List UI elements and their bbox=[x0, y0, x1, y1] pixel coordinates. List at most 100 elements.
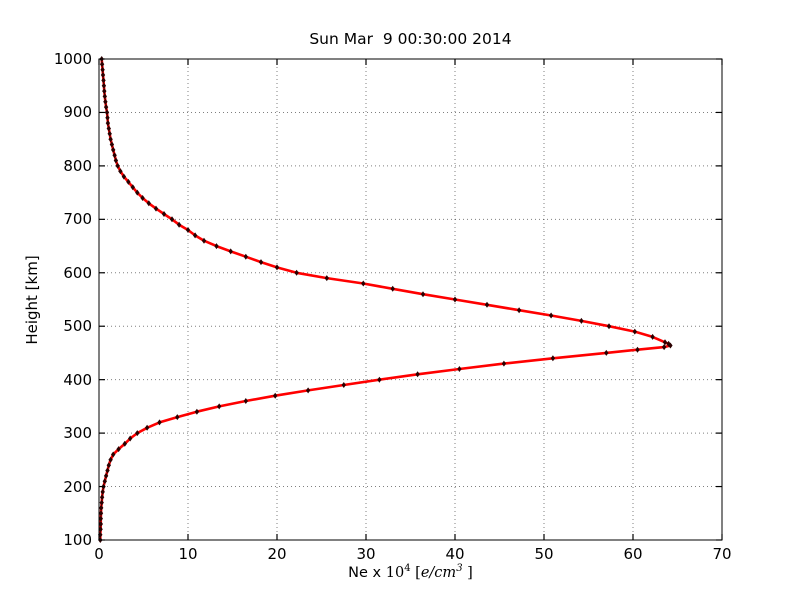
y-tick-label: 100 bbox=[63, 531, 92, 549]
x-label-power-base: 10 bbox=[385, 564, 405, 581]
data-marker bbox=[109, 141, 115, 148]
data-marker bbox=[111, 146, 116, 153]
data-marker bbox=[501, 360, 507, 367]
data-marker bbox=[666, 340, 671, 347]
x-label-unit-close: ] bbox=[462, 564, 473, 581]
y-tick-label: 400 bbox=[63, 370, 92, 389]
y-tick-label: 200 bbox=[63, 477, 92, 496]
data-marker bbox=[169, 216, 175, 223]
data-marker bbox=[105, 114, 110, 121]
data-marker bbox=[415, 371, 420, 378]
data-marker bbox=[635, 346, 640, 353]
data-marker bbox=[103, 104, 109, 111]
data-markers bbox=[98, 56, 673, 543]
data-marker bbox=[112, 152, 117, 159]
data-marker bbox=[192, 232, 198, 239]
data-marker bbox=[294, 269, 299, 276]
y-axis-label: Height [km] bbox=[23, 255, 41, 345]
data-marker bbox=[650, 333, 655, 340]
data-marker bbox=[98, 510, 104, 517]
x-axis-label: Ne x 104 [e/cm3 ] bbox=[99, 563, 722, 581]
x-label-prefix: Ne x bbox=[348, 564, 386, 581]
data-marker bbox=[632, 328, 637, 335]
y-tick-label: 300 bbox=[63, 424, 92, 443]
data-marker bbox=[185, 227, 191, 233]
data-marker bbox=[126, 178, 131, 185]
data-marker bbox=[452, 296, 458, 303]
x-tick-label: 60 bbox=[623, 545, 643, 563]
y-tick-label: 800 bbox=[63, 156, 92, 175]
data-marker bbox=[273, 392, 278, 399]
data-marker bbox=[341, 382, 346, 388]
data-marker bbox=[111, 451, 116, 458]
data-marker bbox=[101, 82, 107, 89]
data-marker bbox=[305, 387, 311, 394]
data-marker bbox=[217, 403, 222, 410]
x-tick-label: 50 bbox=[534, 545, 554, 563]
data-marker bbox=[128, 435, 133, 442]
data-marker bbox=[105, 120, 111, 127]
data-marker bbox=[161, 211, 167, 217]
data-marker bbox=[98, 521, 103, 527]
data-marker bbox=[377, 376, 382, 383]
data-marker bbox=[108, 136, 113, 143]
data-marker bbox=[106, 125, 111, 132]
data-marker bbox=[98, 515, 103, 522]
data-marker bbox=[102, 88, 107, 95]
data-marker bbox=[106, 462, 111, 469]
chart-title: Sun Mar 9 00:30:00 2014 bbox=[309, 30, 512, 48]
data-marker bbox=[144, 424, 150, 431]
data-marker bbox=[324, 275, 329, 282]
data-marker bbox=[135, 189, 140, 196]
data-marker bbox=[101, 77, 106, 84]
x-tick-label: 70 bbox=[712, 545, 732, 563]
data-marker bbox=[668, 342, 673, 349]
data-marker bbox=[516, 307, 522, 314]
data-marker bbox=[390, 285, 395, 292]
tick-marks bbox=[98, 58, 723, 541]
x-tick-label: 10 bbox=[178, 545, 198, 563]
data-marker bbox=[361, 280, 366, 287]
data-marker bbox=[604, 349, 609, 356]
y-tick-label: 600 bbox=[63, 263, 92, 282]
data-marker bbox=[194, 408, 200, 415]
data-marker bbox=[420, 291, 426, 298]
x-tick-label: 0 bbox=[94, 545, 104, 563]
x-tick-label: 40 bbox=[445, 545, 465, 563]
data-marker bbox=[113, 157, 119, 164]
y-tick-label: 900 bbox=[63, 103, 92, 122]
x-label-power-exp: 4 bbox=[404, 563, 411, 574]
data-marker bbox=[103, 472, 109, 479]
data-marker bbox=[579, 317, 584, 324]
data-marker bbox=[99, 494, 105, 501]
data-marker bbox=[243, 253, 248, 260]
data-marker bbox=[99, 61, 105, 68]
grid-lines bbox=[99, 59, 722, 540]
x-tick-label: 30 bbox=[356, 545, 376, 563]
data-marker bbox=[606, 323, 612, 330]
data-marker bbox=[98, 531, 103, 538]
data-marker bbox=[550, 355, 556, 362]
x-label-unit-exp: 3 bbox=[456, 563, 463, 574]
data-marker bbox=[102, 478, 107, 485]
data-marker bbox=[484, 301, 490, 308]
data-marker bbox=[258, 259, 264, 266]
data-marker bbox=[102, 93, 107, 100]
data-marker bbox=[274, 264, 280, 271]
plot-frame bbox=[98, 58, 723, 541]
data-marker bbox=[661, 344, 667, 351]
data-marker bbox=[243, 398, 248, 404]
data-marker bbox=[214, 243, 219, 250]
data-marker bbox=[548, 312, 554, 319]
data-line bbox=[99, 57, 672, 542]
data-marker bbox=[228, 248, 233, 255]
data-marker bbox=[103, 98, 108, 105]
data-marker bbox=[135, 430, 140, 437]
data-marker bbox=[140, 195, 145, 201]
x-label-unit: e/cm bbox=[420, 564, 457, 581]
data-marker bbox=[176, 221, 182, 228]
data-marker bbox=[115, 162, 120, 169]
x-label-unit-open: [ bbox=[410, 564, 421, 581]
